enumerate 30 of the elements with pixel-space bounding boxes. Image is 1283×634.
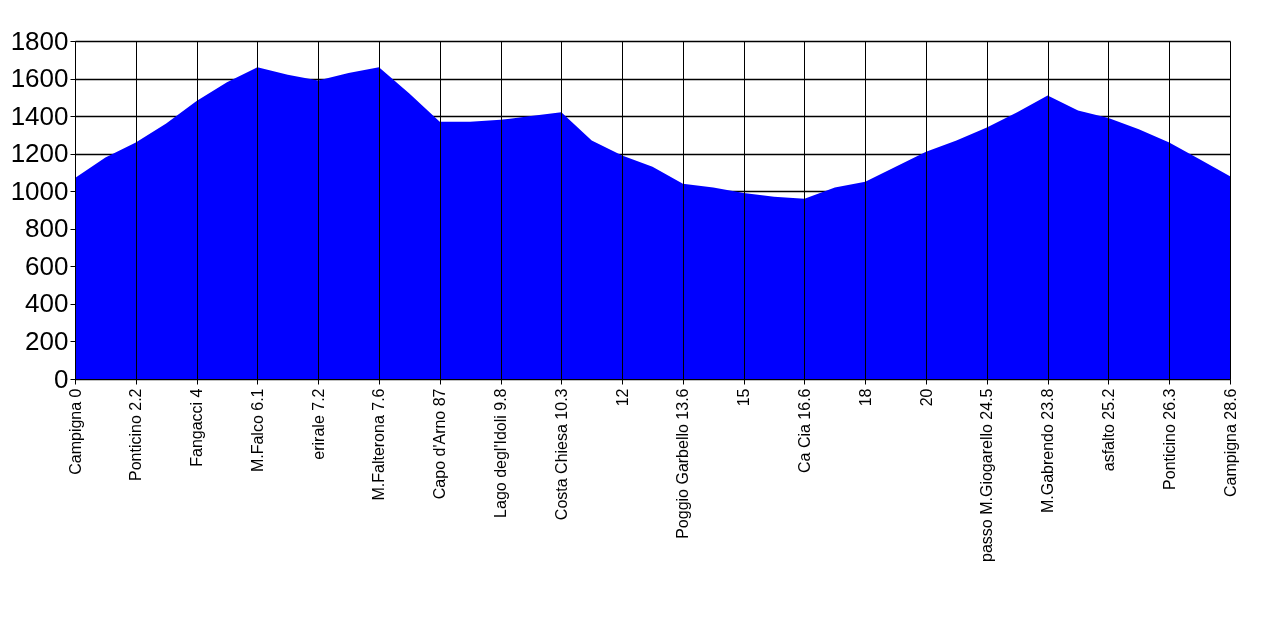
x-tick-label: erirale 7.2: [309, 388, 327, 460]
y-tick-label: 1800: [10, 25, 69, 56]
x-tick-label: Campigna 28.6: [1221, 388, 1239, 498]
y-tick-label: 1600: [10, 63, 69, 94]
y-tick-label: 400: [25, 288, 69, 319]
x-tick-label: 20: [917, 388, 935, 407]
x-tick-label: Ponticino 26.3: [1160, 388, 1178, 490]
x-tick-label: 12: [613, 388, 631, 407]
y-tick-label: 0: [54, 363, 69, 394]
x-tick-label: Poggio Garbello 13.6: [674, 388, 692, 539]
x-tick-label: 18: [856, 388, 874, 407]
y-tick-label: 200: [25, 325, 69, 356]
x-tick-label: asfalto 25.2: [1099, 388, 1117, 472]
x-tick-label: Ponticino 2.2: [127, 388, 145, 482]
x-tick-label: M.Gabrendo 23.8: [1039, 388, 1057, 514]
y-tick-label: 1200: [10, 138, 69, 169]
y-tick-label: 800: [25, 213, 69, 244]
y-tick-label: 1000: [10, 175, 69, 206]
x-tick-label: Lago degl'Idoli 9.8: [492, 388, 510, 518]
y-tick-label: 1400: [10, 100, 69, 131]
x-tick-label: Capo d'Arno 87: [431, 388, 449, 500]
x-tick-label: passo M.Giogarello 24.5: [978, 388, 996, 562]
x-tick-label: Ca Cia 16.6: [795, 388, 813, 473]
x-tick-label: M.Falterona 7.6: [370, 388, 388, 501]
x-tick-label: Fangacci 4: [188, 388, 206, 467]
x-tick-label: M.Falco 6.1: [248, 388, 266, 473]
y-tick-label: 600: [25, 250, 69, 281]
x-tick-label: Campigna 0: [66, 388, 84, 475]
x-tick-label: 15: [735, 388, 753, 407]
x-tick-label: Costa Chiesa 10.3: [552, 388, 570, 521]
